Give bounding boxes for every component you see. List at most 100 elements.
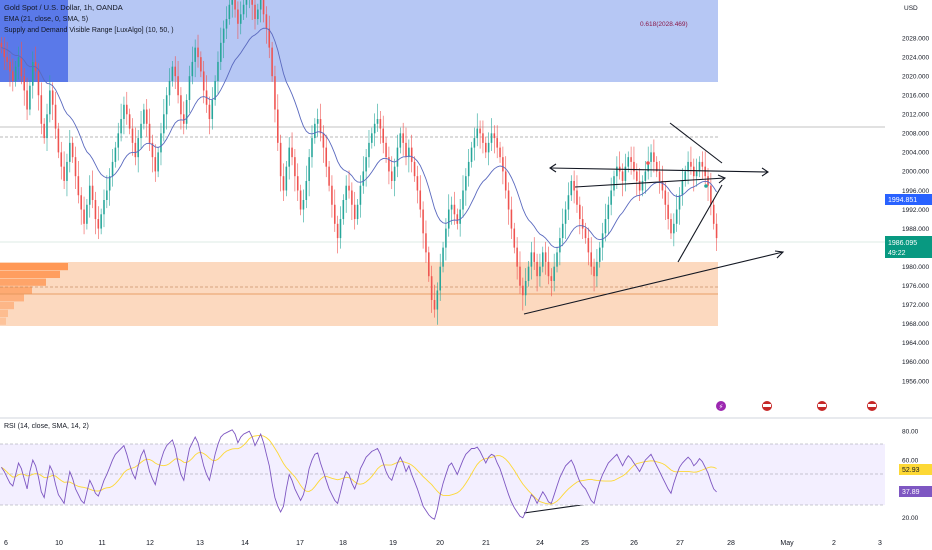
candle-body — [715, 223, 718, 239]
candle-body — [436, 290, 439, 310]
candle-body — [493, 133, 496, 139]
candle-body — [202, 71, 205, 91]
channel-upper-arrow-left — [549, 163, 557, 173]
candle-body — [168, 80, 171, 96]
candle-body — [157, 152, 159, 172]
sd-legend[interactable]: Supply and Demand Visible Range [LuxAlgo… — [4, 27, 174, 34]
candle-body — [43, 123, 45, 139]
candle-body — [271, 47, 273, 77]
candle-body — [151, 142, 154, 158]
candle-body — [103, 200, 105, 215]
time-axis[interactable]: 6 10 11 12 13 14 17 18 19 20 21 24 25 26 27 28 May 2 3 — [4, 540, 882, 547]
event-icons[interactable]: ⚡ — [716, 401, 877, 411]
price-tick-label: 1972.000 — [902, 302, 929, 309]
candle-body — [533, 252, 536, 262]
candle-body — [60, 152, 63, 167]
candle-body — [644, 171, 647, 181]
candle-body — [712, 204, 715, 224]
candle-body — [388, 157, 390, 172]
candle-body — [100, 214, 102, 229]
price-tick-label: 1992.000 — [902, 207, 929, 214]
candle-body — [120, 119, 122, 134]
signal-dot-red — [646, 161, 650, 165]
candle-body — [416, 176, 419, 191]
candle-body — [57, 128, 60, 153]
candle-body — [182, 114, 185, 124]
rsi-tag-value: 37.89 — [902, 489, 920, 496]
rsi-legend[interactable]: RSI (14, close, SMA, 14, 2) — [4, 423, 89, 430]
candle-body — [613, 176, 615, 191]
candle-body — [462, 190, 464, 210]
candle-body — [325, 147, 328, 167]
currency-label: USD — [904, 5, 918, 12]
prior-price-value: 1994.851 — [888, 197, 917, 204]
channel-lower-line — [574, 177, 726, 188]
candle-body — [91, 185, 94, 200]
price-tick-label: 2000.000 — [902, 169, 929, 176]
candle-body — [490, 133, 493, 143]
candle-body — [604, 219, 607, 234]
candle-body — [9, 61, 11, 72]
time-tick-label: 25 — [581, 540, 589, 547]
candle-body — [527, 266, 530, 281]
candle-body — [29, 85, 31, 110]
candle-body — [274, 76, 276, 110]
candle-body — [228, 4, 231, 20]
candle-body — [285, 166, 288, 191]
candle-body — [299, 190, 302, 210]
candle-body — [108, 176, 111, 191]
price-tick-label: 2012.000 — [902, 112, 929, 119]
candle-body — [556, 252, 558, 267]
candle-body — [171, 66, 174, 81]
candle-body — [385, 142, 387, 158]
candle-body — [126, 104, 128, 115]
candle-body — [570, 180, 573, 196]
price-tick-label: 1976.000 — [902, 283, 929, 290]
candle-body — [217, 61, 219, 81]
candle-body — [288, 147, 290, 167]
candle-body — [510, 209, 513, 229]
candle-body — [636, 171, 638, 181]
candle-body — [74, 157, 77, 177]
candle-body — [396, 147, 399, 167]
supply-zone-left-bar — [0, 0, 68, 82]
candle-body — [601, 233, 604, 248]
candle-body — [308, 157, 310, 181]
candle-body — [314, 123, 316, 139]
candle-body — [40, 95, 43, 124]
us-flag-stripes-3 — [868, 404, 876, 407]
candle-body — [0, 42, 3, 48]
price-axis[interactable]: USD 2028.000 2024.000 2020.000 2016.000 2012… — [902, 5, 929, 385]
candle-body — [442, 247, 444, 267]
candle-body — [502, 157, 504, 172]
lightning-icon[interactable] — [716, 401, 726, 411]
candle-body — [584, 228, 587, 239]
time-tick-label: 26 — [630, 540, 638, 547]
us-flag-stripes-2 — [818, 404, 826, 407]
candle-body — [408, 147, 410, 158]
candle-body — [333, 204, 336, 224]
price-tick-label: 2016.000 — [902, 93, 929, 100]
candle-body — [465, 176, 467, 191]
support-trendline-arrow — [774, 250, 785, 259]
rsi-tick-label: 80.00 — [902, 429, 919, 436]
reference-lines — [0, 126, 885, 243]
candle-body — [690, 161, 692, 167]
channel-upper-line — [549, 167, 769, 173]
ema-line — [1, 27, 717, 249]
candle-body — [593, 266, 595, 277]
candle-body — [359, 185, 362, 205]
candle-body — [148, 123, 151, 143]
candle-body — [692, 166, 695, 177]
candle-body — [83, 209, 85, 224]
candle-body — [541, 252, 544, 267]
support-trendline — [523, 251, 784, 315]
candle-body — [160, 133, 162, 153]
candle-body — [262, 0, 265, 15]
candle-body — [163, 114, 165, 134]
candle-body — [106, 190, 108, 200]
ema-legend[interactable]: EMA (21, close, 0, SMA, 5) — [4, 16, 88, 23]
time-tick-label: 27 — [676, 540, 684, 547]
rsi-axis[interactable]: 80.00 60.00 20.00 — [902, 429, 919, 523]
